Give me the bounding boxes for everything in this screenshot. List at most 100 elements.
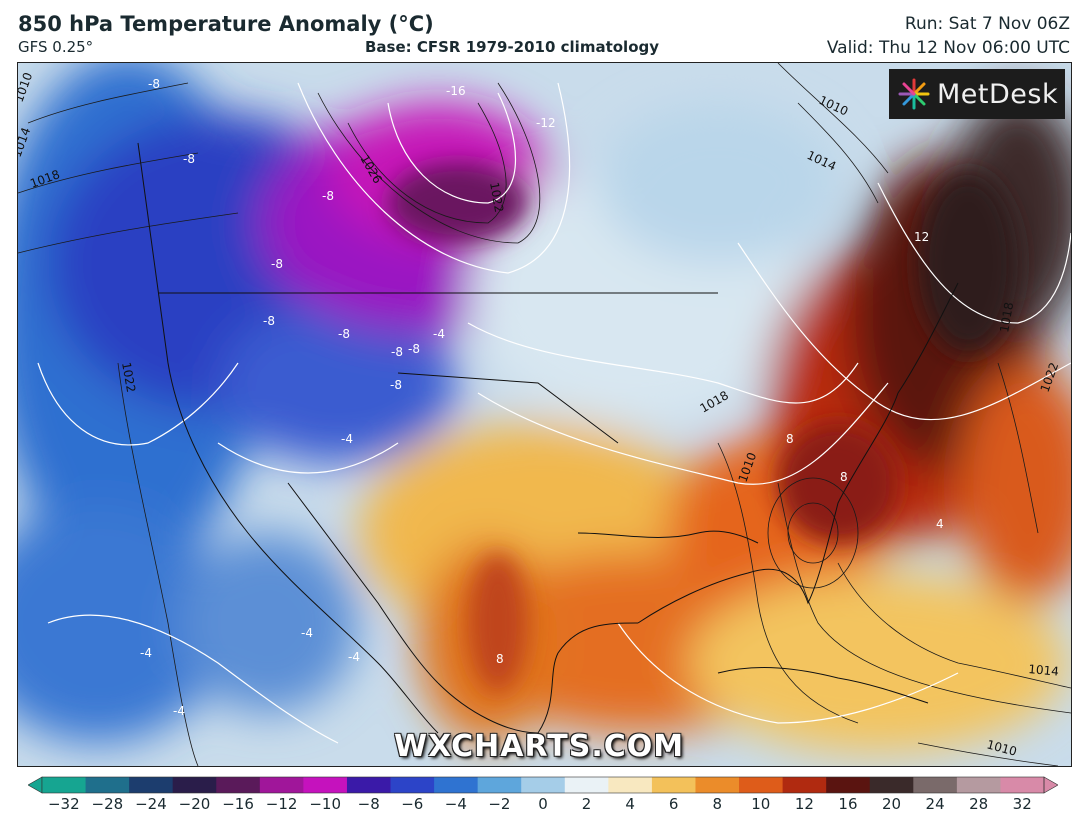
- anomaly-label: -4: [173, 704, 185, 718]
- coastlines: [137, 142, 959, 734]
- colorbar-cell: [390, 777, 435, 793]
- colorbar-tick-label: 0: [538, 795, 548, 813]
- isobar-label: 1018: [997, 301, 1016, 334]
- colorbar-tick-label: 28: [969, 795, 989, 813]
- anomaly-label: -8: [148, 77, 160, 91]
- metdesk-logo-icon: [898, 78, 930, 110]
- colorbar-tick-label: 8: [712, 795, 723, 813]
- isobar-label: 1010: [736, 451, 760, 484]
- colorbar-tick-label: 2: [581, 795, 592, 813]
- colorbar-cell: [259, 777, 304, 793]
- colorbar-cell: [216, 777, 261, 793]
- isobar-label: 1010: [985, 737, 1018, 758]
- colorbar-tick-label: −16: [222, 795, 254, 813]
- valid-time-label: Valid: Thu 12 Nov 06:00 UTC: [826, 38, 1070, 58]
- isobar-label: 1026: [357, 153, 384, 186]
- colorbar-cell: [85, 777, 130, 793]
- colorbar-cell: [564, 777, 609, 793]
- colorbar-cell: [477, 777, 522, 793]
- anomaly-label: -4: [140, 646, 152, 660]
- colorbar-cell: [303, 777, 348, 793]
- anomaly-label: -8: [263, 314, 275, 328]
- anomaly-label: -4: [301, 626, 313, 640]
- run-time-label: Run: Sat 7 Nov 06Z: [904, 14, 1070, 34]
- isobar-lines: [18, 63, 1071, 766]
- metdesk-logo-text: MetDesk: [937, 78, 1059, 110]
- anomaly-label: -8: [390, 378, 402, 392]
- colorbar-cell: [826, 777, 871, 793]
- map-labels: 1010 1014 1018 1022 1026 1022 1010 1014 1018 1022…: [18, 71, 1062, 759]
- colorbar-cell: [869, 777, 914, 793]
- anomaly-label: 8: [786, 432, 794, 446]
- colorbar-tick-label: 4: [625, 795, 635, 813]
- anomaly-label: 8: [496, 652, 504, 666]
- anomaly-label: -8: [338, 327, 350, 341]
- colorbar-tick-label: −4: [444, 795, 467, 813]
- anomaly-field-detail: [388, 163, 1018, 693]
- colorbar-tick-label: 12: [794, 795, 814, 813]
- colorbar-cell: [913, 777, 958, 793]
- colorbar-cell: [172, 777, 217, 793]
- colorbar-cell: [42, 777, 87, 793]
- anomaly-label: -8: [322, 189, 334, 203]
- isobar-label: 1014: [805, 148, 839, 174]
- chart-title: 850 hPa Temperature Anomaly (°C): [18, 12, 434, 36]
- anomaly-map[interactable]: MetDesk 1010 1014 1018 1022 1026 1022 1010 1014…: [17, 62, 1072, 767]
- colorbar-tick-label: −2: [488, 795, 511, 813]
- anomaly-map-canvas: [18, 63, 1071, 766]
- colorbar-tick-label: 10: [751, 795, 771, 813]
- colorbar-tick-label: 16: [838, 795, 858, 813]
- colorbar-min-arrow: [28, 776, 43, 794]
- colorbar-tick-label: 32: [1012, 795, 1032, 813]
- isobar-label: 1022: [119, 361, 138, 394]
- isobar-label: 1018: [698, 388, 731, 415]
- anomaly-label: -16: [446, 84, 466, 98]
- colorbar-cell: [521, 777, 566, 793]
- isobar-label: 1010: [18, 71, 35, 104]
- colorbar-cell: [956, 777, 1001, 793]
- colorbar-tick-label: −10: [309, 795, 341, 813]
- colorbar-tick-label: −20: [178, 795, 211, 813]
- colorbar-tick-label: −6: [401, 795, 424, 813]
- colorbar: [28, 776, 1058, 794]
- metdesk-logo: MetDesk: [889, 69, 1065, 119]
- colorbar-tick-label: 20: [881, 795, 902, 813]
- isobar-label: 1010: [817, 93, 851, 119]
- colorbar-cell: [1000, 777, 1045, 793]
- colorbar-cell: [739, 777, 784, 793]
- anomaly-label: -4: [433, 327, 445, 341]
- anomaly-label: -8: [391, 345, 403, 359]
- colorbar-cell: [608, 777, 653, 793]
- colorbar-cell: [695, 777, 740, 793]
- colorbar-cell: [434, 777, 479, 793]
- colorbar-cell: [782, 777, 827, 793]
- colorbar-tick-label: −28: [91, 795, 124, 813]
- colorbar-tick-label: 6: [668, 795, 679, 813]
- colorbar-cell: [346, 777, 392, 793]
- climatology-base-label: Base: CFSR 1979-2010 climatology: [365, 38, 660, 56]
- anomaly-label: 4: [936, 517, 944, 531]
- wxcharts-watermark: WXCHARTS.COM: [394, 729, 685, 764]
- colorbar-tick-label: −12: [265, 795, 298, 813]
- anomaly-label: -4: [341, 432, 353, 446]
- isobar-label: 1014: [1028, 662, 1060, 679]
- anomaly-label: -8: [183, 152, 195, 166]
- anomaly-contours: [37, 82, 1071, 744]
- colorbar-tick-label: −24: [135, 795, 167, 813]
- isobar-label: 1022: [1038, 361, 1062, 394]
- anomaly-label: -8: [408, 342, 420, 356]
- colorbar-tick-label: −32: [47, 795, 80, 813]
- anomaly-label: -12: [536, 116, 556, 130]
- isobar-label: 1014: [18, 126, 33, 159]
- isobar-label: 1018: [28, 167, 61, 191]
- anomaly-label: -8: [271, 257, 283, 271]
- model-label: GFS 0.25°: [18, 38, 94, 56]
- colorbar-tick-label: 24: [925, 795, 945, 813]
- colorbar-cell: [651, 777, 696, 793]
- anomaly-label: 8: [840, 470, 848, 484]
- colorbar-max-arrow: [1043, 776, 1058, 794]
- isobar-label: 1022: [487, 181, 506, 214]
- colorbar-cell: [129, 777, 174, 793]
- colorbar-tick-label: −8: [357, 795, 380, 813]
- anomaly-label: 12: [914, 230, 929, 244]
